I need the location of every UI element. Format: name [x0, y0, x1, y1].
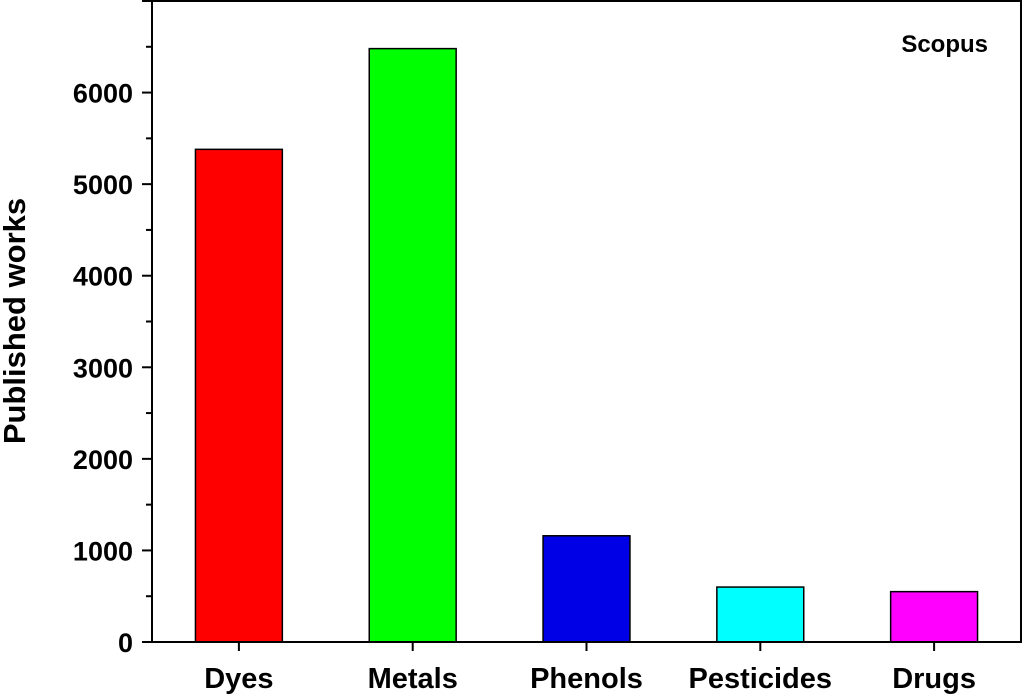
y-tick-label: 2000 [73, 445, 133, 475]
bar-phenols [542, 535, 631, 643]
y-axis-title: Published works [0, 198, 32, 444]
x-tick-label: Metals [368, 663, 458, 695]
y-tick-label: 0 [118, 628, 133, 658]
bar-drugs [889, 590, 979, 643]
y-tick-label: 6000 [73, 79, 133, 109]
x-ticks-group: Dyes Metals Phenols Pesticides Drugs [204, 642, 976, 695]
x-tick-label: Pesticides [689, 663, 832, 695]
bars-group [194, 47, 979, 643]
x-tick-label: Phenols [530, 663, 643, 695]
bar-metals [368, 47, 457, 643]
scopus-annotation: Scopus [901, 31, 988, 58]
bar-pesticides [716, 586, 805, 643]
y-tick-label: 1000 [73, 536, 133, 566]
y-ticks-group: 0 1000 2000 3000 4000 5000 6000 [73, 0, 152, 658]
y-tick-label: 4000 [73, 262, 133, 292]
plot-frame [151, 0, 1022, 643]
x-tick-label: Dyes [204, 663, 273, 695]
y-tick-label: 5000 [73, 170, 133, 200]
x-tick-label: Drugs [892, 663, 976, 695]
y-tick-label: 3000 [73, 353, 133, 383]
bar-dyes [194, 148, 284, 643]
